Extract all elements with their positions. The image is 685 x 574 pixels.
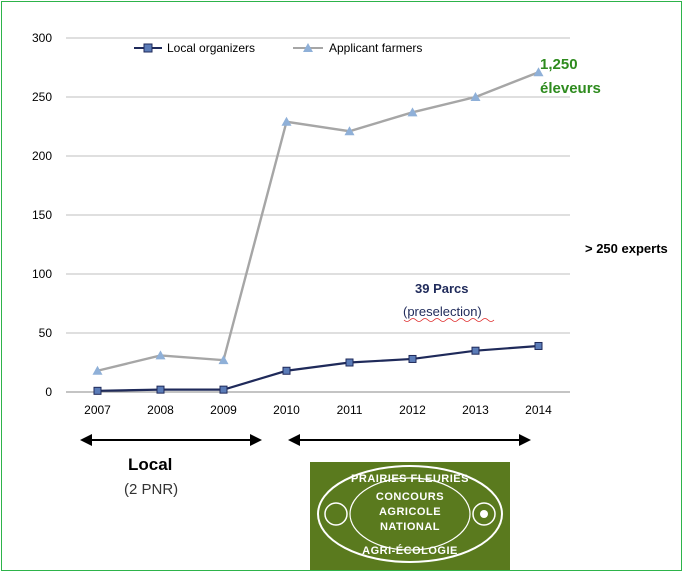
- data-point-applicant-farmers: [533, 67, 544, 77]
- series-group: [92, 67, 544, 395]
- legend-label-applicant-farmers: Applicant farmers: [329, 41, 422, 55]
- data-point-applicant-farmers: [344, 126, 355, 136]
- y-tick-label: 250: [32, 90, 52, 104]
- data-point-local-organizers: [345, 358, 354, 367]
- period-label-local: Local: [128, 455, 172, 474]
- x-axis: 2007 2008 2009 2010 2011 2012 2013 2014: [84, 403, 552, 417]
- y-tick-label: 300: [32, 31, 52, 45]
- data-point-local-organizers: [156, 385, 165, 394]
- x-tick-label: 2010: [273, 403, 300, 417]
- annotation-farmers-label: éleveurs: [540, 80, 601, 97]
- series-line-local-organizers: [97, 344, 539, 392]
- annotation-experts: > 250 experts: [585, 241, 668, 256]
- data-point-local-organizers: [219, 385, 228, 394]
- data-point-applicant-farmers: [407, 107, 418, 117]
- x-tick-label: 2013: [462, 403, 489, 417]
- contest-logo: PRAIRIES FLEURIES CONCOURS AGRICOLE NATI…: [310, 462, 510, 570]
- y-tick-label: 50: [39, 326, 53, 340]
- cow-icon: [324, 502, 348, 526]
- period-sublabel-local: (2 PNR): [124, 481, 178, 498]
- x-tick-label: 2007: [84, 403, 111, 417]
- logo-line-5: AGRI-ÉCOLOGIE: [362, 544, 458, 557]
- annotation-farmers-count: 1,250: [540, 56, 578, 73]
- spellcheck-underline: [403, 318, 495, 322]
- data-point-applicant-farmers: [470, 92, 481, 101]
- y-tick-label: 200: [32, 149, 52, 163]
- gridlines: [66, 37, 570, 393]
- series-line-applicant-farmers: [97, 71, 539, 372]
- logo-line-2: CONCOURS: [376, 491, 444, 503]
- y-tick-label: 100: [32, 267, 52, 281]
- period-arrow-local: [80, 434, 262, 446]
- data-point-local-organizers: [534, 341, 543, 350]
- legend-marker-applicant-farmers: [303, 43, 313, 52]
- data-point-local-organizers: [93, 386, 102, 395]
- data-point-local-organizers: [471, 346, 480, 355]
- data-point-local-organizers: [408, 354, 417, 363]
- y-tick-label: 150: [32, 208, 52, 222]
- x-tick-label: 2014: [525, 403, 552, 417]
- data-point-applicant-farmers: [218, 355, 229, 365]
- data-point-local-organizers: [282, 366, 291, 375]
- data-point-applicant-farmers: [155, 350, 166, 360]
- period-arrow-national: [288, 434, 531, 446]
- legend-marker-local-organizers: [143, 43, 153, 53]
- data-point-applicant-farmers: [281, 116, 292, 126]
- y-axis: 0 50 100 150 200 250 300: [32, 31, 52, 399]
- logo-line-1: PRAIRIES FLEURIES: [351, 473, 469, 485]
- data-point-applicant-farmers: [92, 365, 103, 375]
- annotation-parcs-sub: (preselection): [403, 304, 482, 319]
- x-tick-label: 2009: [210, 403, 237, 417]
- annotation-parcs: 39 Parcs: [415, 281, 469, 296]
- logo-line-3: AGRICOLE: [379, 506, 441, 518]
- y-tick-label: 0: [45, 385, 52, 399]
- x-tick-label: 2012: [399, 403, 426, 417]
- legend: Local organizers Applicant farmers: [134, 41, 422, 55]
- flower-icon: [472, 502, 496, 526]
- x-tick-label: 2008: [147, 403, 174, 417]
- x-tick-label: 2011: [337, 403, 363, 417]
- legend-label-local-organizers: Local organizers: [167, 41, 255, 55]
- logo-line-4: NATIONAL: [380, 521, 440, 533]
